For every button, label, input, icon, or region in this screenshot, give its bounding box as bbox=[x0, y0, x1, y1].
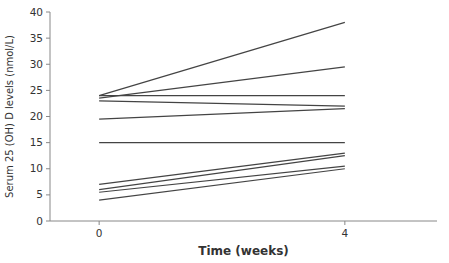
y-tick-label: 15 bbox=[30, 136, 43, 148]
y-tick bbox=[46, 38, 50, 39]
y-tick-label: 40 bbox=[30, 6, 43, 18]
x-axis-label: Time (weeks) bbox=[198, 244, 289, 258]
y-tick-label: 30 bbox=[30, 58, 43, 70]
y-tick bbox=[46, 116, 50, 117]
series-line bbox=[99, 142, 345, 143]
series-line bbox=[99, 95, 345, 96]
x-tick bbox=[344, 221, 345, 225]
series-line bbox=[99, 22, 345, 95]
lines bbox=[99, 22, 345, 200]
y-tick bbox=[46, 12, 50, 13]
chart: 0 5 10 15 20 25 30 35 40 0 4 Time (weeks) Serum 25 (… bbox=[0, 0, 449, 263]
y-tick bbox=[46, 142, 50, 143]
y-tick bbox=[46, 194, 50, 195]
y-tick-label: 20 bbox=[30, 110, 43, 122]
x-tick bbox=[99, 221, 100, 225]
series-line bbox=[99, 101, 345, 106]
y-tick-label: 25 bbox=[30, 84, 43, 96]
chart-container: 0 5 10 15 20 25 30 35 40 0 4 Time (weeks) Serum 25 (… bbox=[0, 0, 449, 263]
x-tick-label: 0 bbox=[96, 227, 103, 239]
series-line bbox=[99, 109, 345, 119]
y-tick-label: 5 bbox=[36, 188, 43, 200]
y-tick-label: 0 bbox=[36, 215, 43, 227]
series-line bbox=[99, 169, 345, 200]
y-tick-label: 35 bbox=[30, 32, 43, 44]
y-tick-label: 10 bbox=[30, 162, 43, 174]
series-line bbox=[99, 67, 345, 98]
x-axis-line bbox=[50, 221, 437, 222]
y-axis-label: Serum 25 (OH) D levels (nmol/L) bbox=[4, 35, 15, 198]
y-tick bbox=[46, 90, 50, 91]
y-tick bbox=[46, 221, 50, 222]
x-tick-label: 4 bbox=[342, 227, 349, 239]
y-tick bbox=[46, 64, 50, 65]
y-tick bbox=[46, 168, 50, 169]
series-line bbox=[99, 166, 345, 192]
